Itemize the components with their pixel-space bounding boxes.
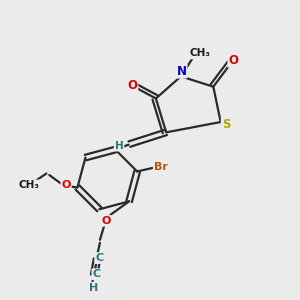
Text: Br: Br xyxy=(154,162,168,172)
Text: S: S xyxy=(222,118,230,131)
Text: O: O xyxy=(61,180,71,190)
Text: O: O xyxy=(101,216,110,226)
Text: H: H xyxy=(88,283,98,293)
Text: N: N xyxy=(176,64,187,78)
Text: CH₃: CH₃ xyxy=(18,180,39,190)
Text: C: C xyxy=(92,269,101,279)
Text: CH₃: CH₃ xyxy=(190,48,211,59)
Text: O: O xyxy=(127,79,137,92)
Text: C: C xyxy=(95,253,104,263)
Text: O: O xyxy=(228,54,238,67)
Text: H: H xyxy=(115,141,124,151)
